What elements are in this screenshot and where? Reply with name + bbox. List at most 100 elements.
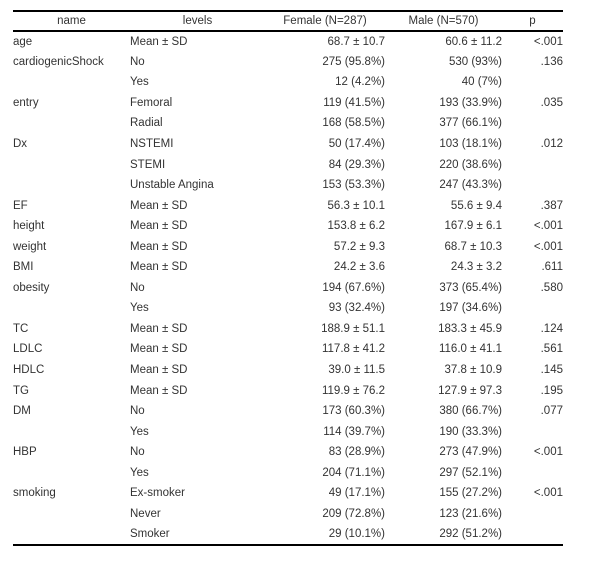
cell-female: 153.8 ± 6.2 bbox=[327, 220, 385, 233]
cell-p bbox=[502, 298, 563, 319]
cell-p bbox=[502, 524, 563, 545]
table-header: name levels Female (N=287) Male (N=570) … bbox=[13, 11, 563, 31]
cell-p bbox=[502, 462, 563, 483]
cell-female: 50 (17.4%) bbox=[328, 138, 385, 150]
cell-p: .611 bbox=[541, 261, 563, 274]
cell-male: 55.6 ± 9.4 bbox=[450, 199, 502, 212]
cell-levels: Ex-smoker bbox=[130, 487, 185, 500]
column-header-male: Male (N=570) bbox=[408, 15, 479, 27]
table-row: smoking Ex-smoker 49 (17.1%) 155 (27.2%)… bbox=[13, 483, 563, 504]
cell-levels: Smoker bbox=[130, 527, 170, 540]
cell-name: cardiogenicShock bbox=[13, 55, 104, 68]
cell-name: BMI bbox=[13, 261, 34, 274]
table-row: Unstable Angina 153 (53.3%) 247 (43.3%) bbox=[13, 175, 563, 196]
cell-levels: Radial bbox=[130, 117, 163, 130]
cell-name: smoking bbox=[13, 487, 56, 500]
cell-male: 24.3 ± 3.2 bbox=[450, 261, 502, 274]
cell-levels: Unstable Angina bbox=[130, 179, 214, 192]
cell-female: 119 (41.5%) bbox=[323, 96, 385, 109]
table-row: BMI Mean ± SD 24.2 ± 3.6 24.3 ± 3.2 .611 bbox=[13, 257, 563, 278]
column-header-levels: levels bbox=[182, 15, 213, 27]
cell-name bbox=[13, 462, 130, 483]
cell-name: height bbox=[13, 220, 45, 233]
cell-name bbox=[13, 72, 130, 93]
cell-name: weight bbox=[13, 240, 47, 253]
table-row: Dx NSTEMI 50 (17.4%) 103 (18.1%) .012 bbox=[13, 134, 563, 155]
cell-levels: Never bbox=[130, 507, 161, 520]
cell-levels: Mean ± SD bbox=[130, 220, 188, 233]
column-header-p: p bbox=[529, 15, 536, 27]
table-row: age Mean ± SD 68.7 ± 10.7 60.6 ± 11.2 <.… bbox=[13, 31, 563, 52]
cell-male: 197 (34.6%) bbox=[439, 302, 502, 315]
cell-levels: Yes bbox=[130, 302, 149, 315]
cell-levels: No bbox=[130, 446, 145, 459]
cell-p: <.001 bbox=[533, 446, 563, 459]
cell-p: <.001 bbox=[533, 35, 563, 48]
cell-female: 119.9 ± 76.2 bbox=[321, 384, 385, 397]
table-row: Smoker 29 (10.1%) 292 (51.2%) bbox=[13, 524, 563, 545]
cell-levels: No bbox=[130, 405, 145, 418]
column-header-female: Female (N=287) bbox=[283, 15, 367, 27]
cell-female: 209 (72.8%) bbox=[322, 507, 385, 520]
header-row: name levels Female (N=287) Male (N=570) … bbox=[13, 11, 563, 31]
cell-levels: No bbox=[130, 281, 145, 294]
cell-female: 49 (17.1%) bbox=[328, 487, 385, 500]
cell-male: 220 (38.6%) bbox=[439, 158, 502, 171]
cell-female: 173 (60.3%) bbox=[322, 405, 385, 418]
cell-p: .580 bbox=[540, 281, 563, 294]
table-row: Yes 12 (4.2%) 40 (7%) bbox=[13, 72, 563, 93]
cell-female: 83 (28.9%) bbox=[328, 446, 385, 459]
cell-p: .561 bbox=[540, 343, 563, 356]
cell-male: 127.9 ± 97.3 bbox=[438, 384, 502, 397]
cell-male: 193 (33.9%) bbox=[439, 96, 502, 109]
cell-name bbox=[13, 298, 130, 319]
table-row: EF Mean ± SD 56.3 ± 10.1 55.6 ± 9.4 .387 bbox=[13, 195, 563, 216]
table-row: cardiogenicShock No 275 (95.8%) 530 (93%… bbox=[13, 52, 563, 73]
cell-name bbox=[13, 524, 130, 545]
cell-female: 204 (71.1%) bbox=[322, 466, 385, 479]
cell-name bbox=[13, 113, 130, 134]
cell-p: <.001 bbox=[533, 487, 563, 500]
cell-p bbox=[502, 113, 563, 134]
cell-p: .387 bbox=[540, 199, 563, 212]
cell-levels: Yes bbox=[130, 76, 149, 89]
cell-p: .124 bbox=[540, 322, 563, 335]
cell-female: 275 (95.8%) bbox=[322, 55, 385, 68]
cell-name: entry bbox=[13, 96, 39, 109]
table-row: height Mean ± SD 153.8 ± 6.2 167.9 ± 6.1… bbox=[13, 216, 563, 237]
cell-male: 60.6 ± 11.2 bbox=[445, 35, 502, 48]
table-row: LDLC Mean ± SD 117.8 ± 41.2 116.0 ± 41.1… bbox=[13, 339, 563, 360]
cell-female: 93 (32.4%) bbox=[328, 302, 385, 315]
cell-male: 37.8 ± 10.9 bbox=[444, 364, 502, 377]
cell-p: .136 bbox=[540, 55, 563, 68]
cell-male: 377 (66.1%) bbox=[439, 117, 502, 130]
cell-female: 29 (10.1%) bbox=[328, 527, 385, 540]
table-row: Yes 204 (71.1%) 297 (52.1%) bbox=[13, 462, 563, 483]
cell-levels: Yes bbox=[130, 425, 149, 438]
cell-name: HBP bbox=[13, 446, 37, 459]
cell-male: 530 (93%) bbox=[448, 55, 502, 68]
cell-levels: Mean ± SD bbox=[130, 322, 188, 335]
table-row: TG Mean ± SD 119.9 ± 76.2 127.9 ± 97.3 .… bbox=[13, 380, 563, 401]
cell-name: LDLC bbox=[13, 343, 43, 356]
table-row: TC Mean ± SD 188.9 ± 51.1 183.3 ± 45.9 .… bbox=[13, 319, 563, 340]
cell-male: 190 (33.3%) bbox=[439, 425, 502, 438]
cell-male: 123 (21.6%) bbox=[439, 507, 502, 520]
table-body: age Mean ± SD 68.7 ± 10.7 60.6 ± 11.2 <.… bbox=[13, 31, 563, 545]
cell-male: 103 (18.1%) bbox=[439, 138, 502, 150]
cell-p bbox=[502, 72, 563, 93]
cell-levels: NSTEMI bbox=[130, 138, 174, 150]
table-row: DM No 173 (60.3%) 380 (66.7%) .077 bbox=[13, 401, 563, 422]
cell-levels: Femoral bbox=[130, 96, 173, 109]
cell-male: 373 (65.4%) bbox=[439, 281, 502, 294]
cell-levels: Mean ± SD bbox=[130, 35, 188, 48]
table-row: Yes 114 (39.7%) 190 (33.3%) bbox=[13, 421, 563, 442]
cell-p: .035 bbox=[540, 96, 563, 109]
cell-p bbox=[502, 421, 563, 442]
cell-name: DM bbox=[13, 405, 31, 418]
column-header-name: name bbox=[57, 15, 86, 27]
cell-male: 116.0 ± 41.1 bbox=[438, 343, 502, 356]
cell-levels: Mean ± SD bbox=[130, 261, 188, 274]
cell-name: Dx bbox=[13, 138, 28, 150]
table-row: entry Femoral 119 (41.5%) 193 (33.9%) .0… bbox=[13, 93, 563, 114]
